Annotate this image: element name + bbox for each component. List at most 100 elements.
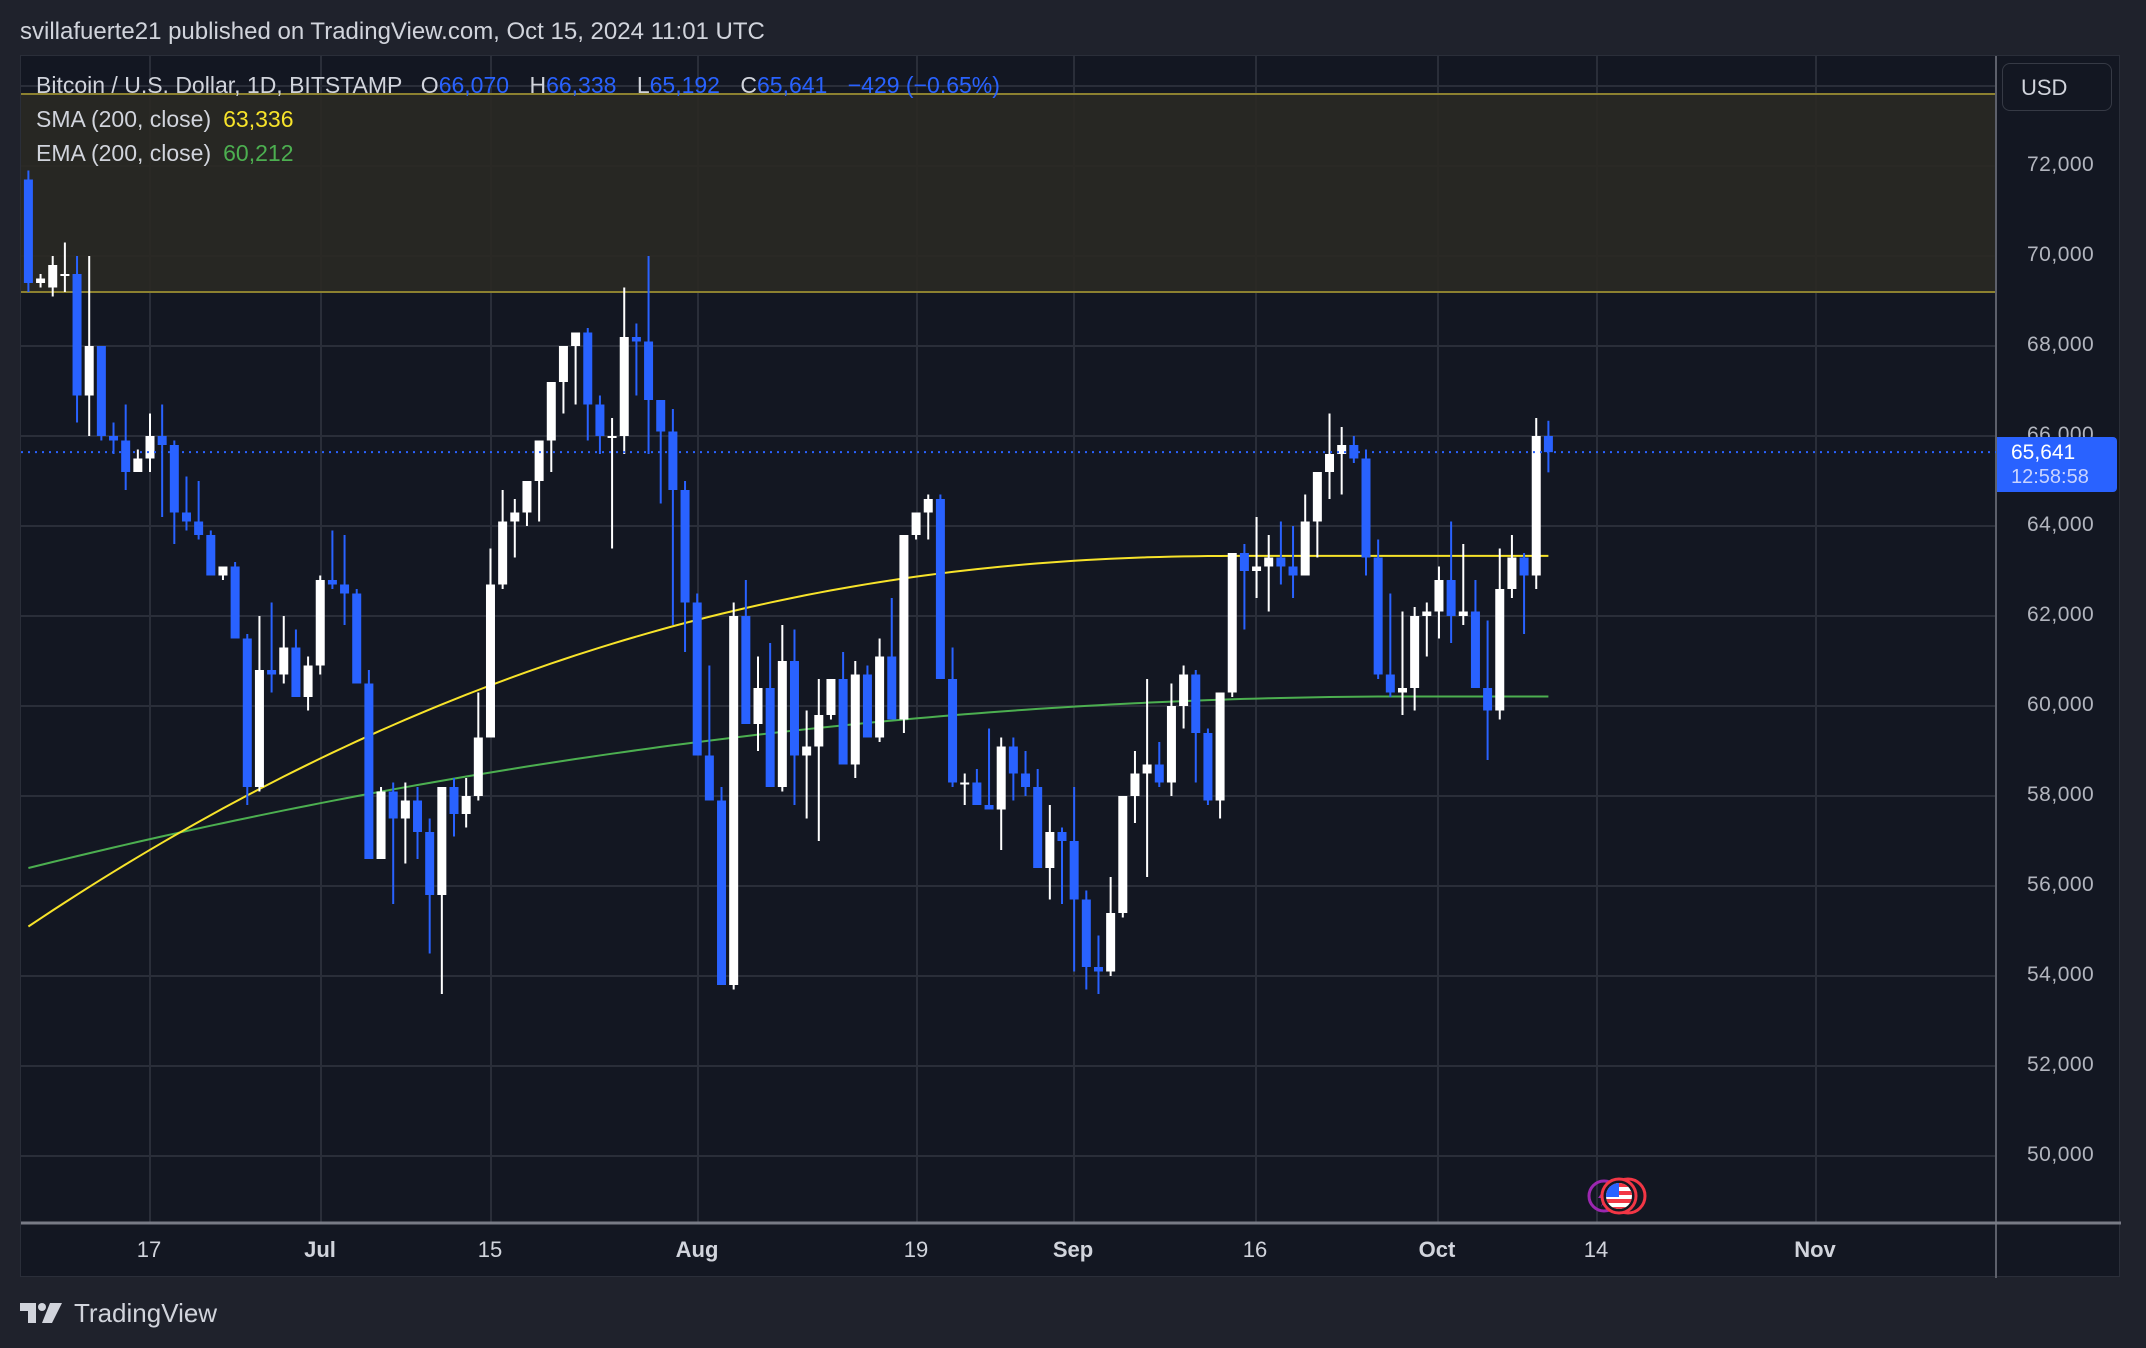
candle[interactable] bbox=[1385, 593, 1395, 698]
candle[interactable] bbox=[1543, 420, 1553, 473]
candle[interactable] bbox=[875, 638, 885, 743]
candle[interactable] bbox=[741, 580, 751, 724]
economic-events-markers[interactable] bbox=[1585, 1175, 1665, 1217]
candle[interactable] bbox=[583, 328, 593, 441]
candle[interactable] bbox=[996, 737, 1006, 851]
candle[interactable] bbox=[242, 634, 252, 805]
candle[interactable] bbox=[109, 422, 119, 455]
candle[interactable] bbox=[133, 449, 143, 473]
candle[interactable] bbox=[194, 481, 204, 540]
candle[interactable] bbox=[48, 256, 58, 297]
candle[interactable] bbox=[1130, 751, 1140, 823]
candle[interactable] bbox=[838, 652, 848, 765]
candle[interactable] bbox=[680, 481, 690, 652]
candle[interactable] bbox=[1519, 553, 1529, 634]
candle[interactable] bbox=[692, 593, 702, 756]
candle[interactable] bbox=[546, 382, 556, 472]
ema-legend-row[interactable]: EMA (200, close) 60,212 bbox=[36, 136, 1014, 170]
candle[interactable] bbox=[862, 665, 872, 738]
candle[interactable] bbox=[36, 274, 46, 288]
candle[interactable] bbox=[230, 562, 240, 639]
candle[interactable] bbox=[631, 323, 641, 396]
candle[interactable] bbox=[1276, 521, 1286, 585]
currency-button[interactable]: USD bbox=[2002, 63, 2112, 111]
candle[interactable] bbox=[972, 769, 982, 805]
candle[interactable] bbox=[388, 782, 398, 905]
candle[interactable] bbox=[984, 728, 994, 810]
candle[interactable] bbox=[1458, 544, 1468, 625]
candle[interactable] bbox=[644, 256, 654, 454]
candle[interactable] bbox=[1300, 494, 1310, 576]
candle[interactable] bbox=[1069, 787, 1079, 972]
candle[interactable] bbox=[558, 346, 568, 414]
candle[interactable] bbox=[157, 404, 167, 518]
candle[interactable] bbox=[84, 256, 94, 436]
ema-200-line[interactable] bbox=[28, 695, 1549, 869]
us-flag-event-icon[interactable] bbox=[1600, 1177, 1647, 1215]
candlestick-chart[interactable] bbox=[21, 56, 2121, 1278]
candle[interactable] bbox=[498, 490, 508, 589]
candle[interactable] bbox=[437, 787, 447, 994]
candle[interactable] bbox=[425, 818, 435, 954]
candle[interactable] bbox=[765, 643, 775, 787]
candle[interactable] bbox=[1045, 805, 1055, 900]
candle[interactable] bbox=[376, 787, 386, 859]
candle[interactable] bbox=[352, 589, 362, 684]
candle[interactable] bbox=[704, 665, 714, 801]
candle[interactable] bbox=[1397, 611, 1407, 716]
candle[interactable] bbox=[1288, 526, 1298, 598]
candle[interactable] bbox=[461, 778, 471, 828]
candle[interactable] bbox=[1349, 436, 1359, 463]
candle[interactable] bbox=[254, 616, 264, 792]
candle[interactable] bbox=[364, 670, 374, 859]
candle[interactable] bbox=[1239, 544, 1249, 630]
candle[interactable] bbox=[1495, 548, 1505, 720]
candle[interactable] bbox=[1325, 413, 1335, 500]
candle[interactable] bbox=[413, 787, 423, 859]
candle[interactable] bbox=[485, 548, 495, 738]
candle[interactable] bbox=[1166, 683, 1176, 797]
candle[interactable] bbox=[1531, 418, 1541, 589]
candle[interactable] bbox=[1483, 620, 1493, 761]
candle[interactable] bbox=[717, 787, 727, 985]
candle[interactable] bbox=[1227, 553, 1237, 697]
candle[interactable] bbox=[60, 242, 70, 293]
candle[interactable] bbox=[802, 710, 812, 819]
candle[interactable] bbox=[1264, 535, 1274, 612]
candle[interactable] bbox=[923, 494, 933, 540]
candle[interactable] bbox=[1021, 751, 1031, 796]
candle[interactable] bbox=[1118, 796, 1128, 918]
candle[interactable] bbox=[1470, 580, 1480, 688]
candle[interactable] bbox=[327, 530, 337, 590]
candle[interactable] bbox=[1081, 890, 1091, 990]
candle[interactable] bbox=[1434, 566, 1444, 639]
candle[interactable] bbox=[1191, 670, 1201, 783]
sma-legend-row[interactable]: SMA (200, close) 63,336 bbox=[36, 102, 1014, 136]
candle[interactable] bbox=[619, 287, 629, 455]
candle[interactable] bbox=[449, 778, 459, 837]
candle[interactable] bbox=[121, 404, 131, 491]
candle[interactable] bbox=[315, 575, 325, 675]
candle[interactable] bbox=[400, 782, 410, 864]
candle[interactable] bbox=[340, 535, 350, 625]
candle[interactable] bbox=[267, 602, 277, 693]
candle[interactable] bbox=[777, 625, 787, 792]
candle[interactable] bbox=[522, 481, 532, 526]
candle[interactable] bbox=[206, 530, 216, 576]
candle[interactable] bbox=[1410, 607, 1420, 711]
candle[interactable] bbox=[960, 773, 970, 806]
candle[interactable] bbox=[1373, 539, 1383, 680]
candle[interactable] bbox=[1446, 521, 1456, 644]
candle[interactable] bbox=[1507, 535, 1517, 598]
candle[interactable] bbox=[145, 413, 155, 473]
candle[interactable] bbox=[23, 170, 33, 293]
candle[interactable] bbox=[1179, 665, 1189, 729]
candle[interactable] bbox=[948, 647, 958, 788]
candle[interactable] bbox=[1422, 602, 1432, 657]
candle[interactable] bbox=[729, 602, 739, 990]
candle[interactable] bbox=[1142, 679, 1152, 877]
candle[interactable] bbox=[814, 679, 824, 841]
candle[interactable] bbox=[1252, 517, 1262, 598]
candle[interactable] bbox=[473, 692, 483, 801]
candle[interactable] bbox=[1008, 737, 1018, 801]
